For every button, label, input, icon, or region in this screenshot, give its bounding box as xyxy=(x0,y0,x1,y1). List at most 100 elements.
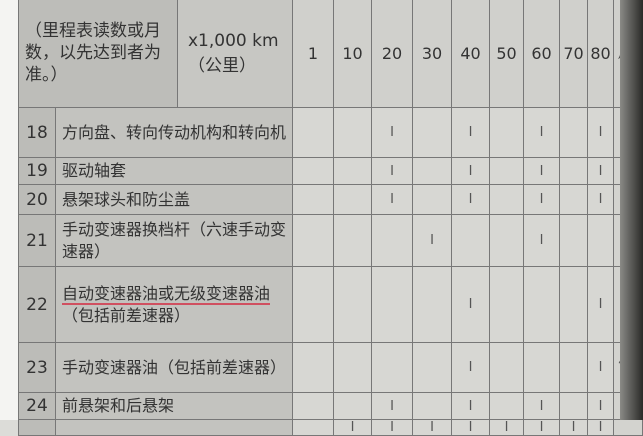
header-row: （里程表读数或月数，以先达到者为准。） x1,000 km（公里） 1 10 20 3… xyxy=(18,0,643,108)
table-row: 24前悬架和后悬架IIII6 xyxy=(18,392,643,420)
mark-cell-50 xyxy=(489,392,524,420)
inspect-mark: I xyxy=(390,125,394,140)
item-text: 方向盘、转向传动机构和转向机 xyxy=(62,122,287,142)
item-name xyxy=(55,419,293,436)
item-text: 手动变速器换档杆（六速手动变速器） xyxy=(62,219,287,261)
inspect-mark: I xyxy=(598,360,603,375)
inspect-mark: I xyxy=(390,398,394,414)
mark-cell-80: I xyxy=(587,107,614,158)
mark-cell-50 xyxy=(489,184,524,215)
item-name: 前悬架和后悬架 xyxy=(55,392,293,420)
item-name: 驱动轴套 xyxy=(55,157,293,185)
mark-cell-1 xyxy=(292,342,334,393)
mark-cell-20 xyxy=(371,214,413,267)
mark-cell-40: I xyxy=(451,266,490,343)
item-text: 驱动轴套 xyxy=(62,161,127,180)
inspect-mark: I xyxy=(598,398,603,414)
km-column-1: 1 xyxy=(292,0,334,108)
inspect-mark: I xyxy=(468,297,473,312)
mark-cell-10 xyxy=(333,184,372,215)
mark-cell-40: I xyxy=(451,184,490,215)
inspect-mark: I xyxy=(504,420,509,435)
inspect-mark: I xyxy=(539,420,544,435)
mark-cell-70 xyxy=(559,392,588,420)
mark-cell-30 xyxy=(412,342,452,393)
inspect-mark: I xyxy=(390,192,394,207)
mark-cell-30: I xyxy=(412,419,452,436)
item-name: 自动变速器油或无级变速器油 （包括前差速器） xyxy=(55,266,293,343)
km-column-70: 70 xyxy=(559,0,588,108)
km-column-10: 10 xyxy=(333,0,372,108)
mark-cell-80: I xyxy=(587,157,614,185)
mark-cell-30 xyxy=(412,184,452,215)
mark-cell-1 xyxy=(292,419,334,436)
mark-cell-40: I xyxy=(451,392,490,420)
mark-cell-60: I xyxy=(523,419,560,436)
book-spine xyxy=(620,0,643,420)
inspect-mark: I xyxy=(468,192,473,207)
inspect-mark: I xyxy=(468,163,473,179)
item-note: （包括前差速器） xyxy=(62,305,191,325)
mark-cell-60 xyxy=(523,342,560,393)
item-name: 手动变速器换档杆（六速手动变速器） xyxy=(55,214,293,267)
mark-cell-60: I xyxy=(523,214,560,267)
mark-cell-10 xyxy=(333,214,372,267)
inspect-mark: I xyxy=(350,420,355,435)
inspect-mark: I xyxy=(539,125,544,140)
item-number: 23 xyxy=(18,342,56,393)
mark-cell-70 xyxy=(559,107,588,158)
mark-cell-80: I xyxy=(587,184,614,215)
item-text: 自动变速器油或无级变速器油 xyxy=(62,283,271,305)
mark-cell-80: I xyxy=(587,342,614,393)
mark-cell-50 xyxy=(489,266,524,343)
table-row: 19驱动轴套IIII24 xyxy=(18,157,643,185)
mark-cell-70 xyxy=(559,214,588,267)
mark-cell-40: I xyxy=(451,342,490,393)
mark-cell-70 xyxy=(559,342,588,393)
mark-cell-10 xyxy=(333,107,372,158)
inspect-mark: I xyxy=(430,420,434,435)
mark-cell-20: I xyxy=(371,392,413,420)
mark-cell-50 xyxy=(489,342,524,393)
mark-cell-70 xyxy=(559,184,588,215)
mark-cell-20 xyxy=(371,342,413,393)
mark-cell-1 xyxy=(292,214,334,267)
condition-header: （里程表读数或月数，以先达到者为准。） xyxy=(18,0,178,108)
inspect-mark: I xyxy=(598,420,603,435)
mark-cell-30: I xyxy=(412,214,452,267)
mark-cell-1 xyxy=(292,266,334,343)
mark-cell-20 xyxy=(371,266,413,343)
mark-cell-40: I xyxy=(451,107,490,158)
mark-cell-70 xyxy=(559,157,588,185)
km-column-20: 20 xyxy=(371,0,413,108)
item-text: 前悬架和后悬架 xyxy=(62,396,175,415)
item-number: 21 xyxy=(18,214,56,267)
mark-cell-80: I xyxy=(587,392,614,420)
item-number: 24 xyxy=(18,392,56,420)
inspect-mark: I xyxy=(598,192,603,207)
inspect-mark: I xyxy=(598,125,603,140)
item-name: 手动变速器油（包括前差速器） xyxy=(55,342,293,393)
inspect-mark: I xyxy=(468,360,473,375)
item-name: 方向盘、转向传动机构和转向机 xyxy=(55,107,293,158)
mark-cell-50 xyxy=(489,157,524,185)
mark-cell-80: I xyxy=(587,266,614,343)
mark-cell-80: I xyxy=(587,419,614,436)
item-text: 手动变速器油（包括前差速器） xyxy=(62,357,287,377)
mark-cell-10 xyxy=(333,342,372,393)
item-number: 18 xyxy=(18,107,56,158)
mark-cell-60: I xyxy=(523,107,560,158)
inspect-mark: I xyxy=(598,297,603,312)
mark-cell-1 xyxy=(292,184,334,215)
item-number: 22 xyxy=(18,266,56,343)
maintenance-schedule-table: （里程表读数或月数，以先达到者为准。） x1,000 km（公里） 1 10 20 3… xyxy=(18,0,643,436)
mark-cell-10 xyxy=(333,392,372,420)
inspect-mark: I xyxy=(571,420,576,435)
mark-cell-10: I xyxy=(333,419,372,436)
mark-cell-10 xyxy=(333,157,372,185)
